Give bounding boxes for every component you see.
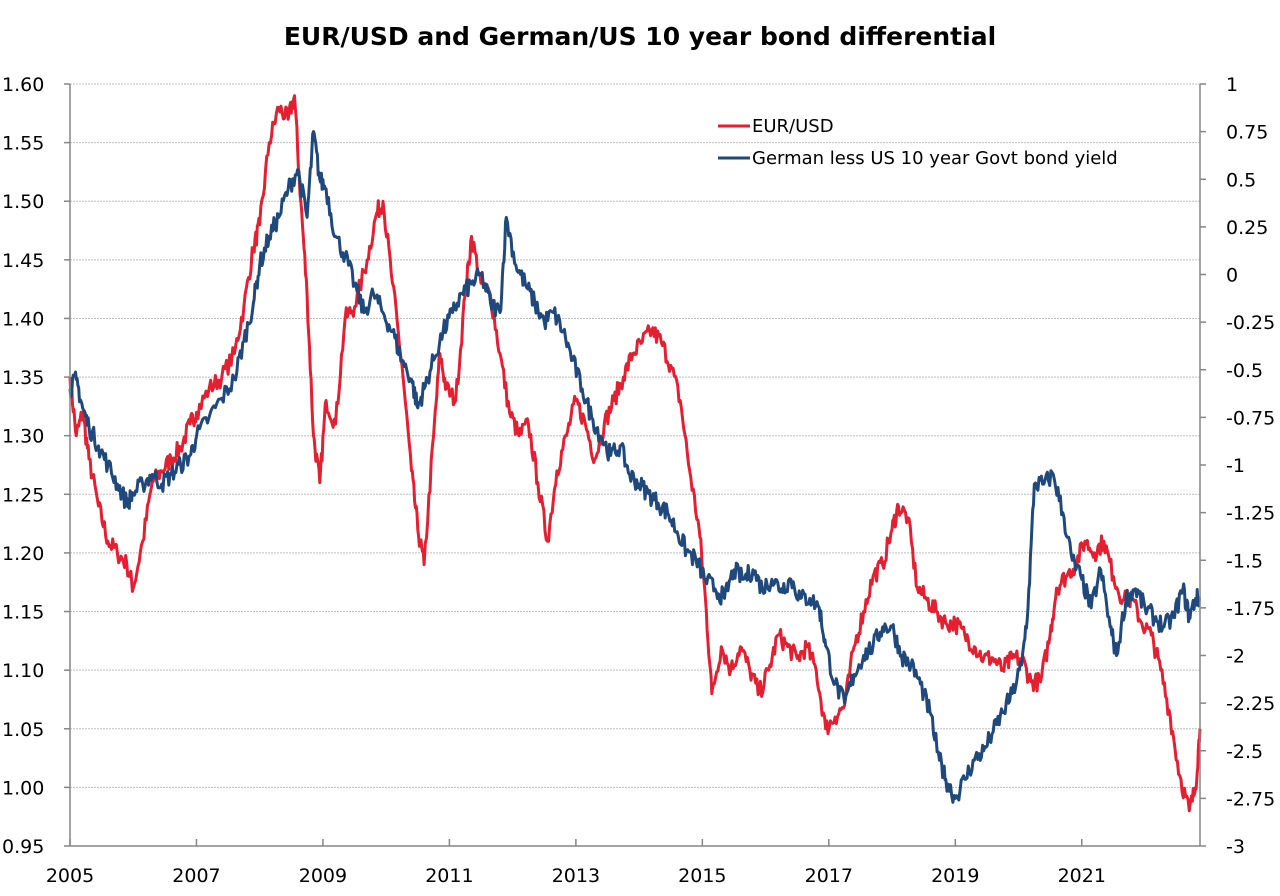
right-y-tick-label: -2.5	[1226, 741, 1263, 763]
left-y-tick-label: 1.35	[2, 367, 44, 389]
gridlines	[70, 83, 1200, 788]
right-y-tick-label: -1.75	[1226, 598, 1275, 620]
left-y-tick-label: 1.50	[2, 191, 44, 213]
x-tick-label: 2009	[299, 865, 347, 887]
right-y-tick-label: 0	[1226, 265, 1238, 287]
right-y-tick-label: 0.75	[1226, 122, 1268, 144]
left-y-tick-label: 1.05	[2, 719, 44, 741]
x-tick-label: 2007	[172, 865, 220, 887]
right-y-tick-label: -0.25	[1226, 312, 1275, 334]
right-y-tick-label: -2.75	[1226, 788, 1275, 810]
right-y-tick-label: -2.25	[1226, 693, 1275, 715]
left-y-tick-label: 1.40	[2, 308, 44, 330]
legend-label-eurusd: EUR/USD	[752, 116, 834, 137]
x-tick-label: 2005	[46, 865, 94, 887]
left-y-axis-ticks: 1.60 1.55 1.50 1.45 1.40 1.35 1.30 1.25 1.20 1.15…	[2, 74, 70, 858]
right-y-axis-ticks: 1 0.75 0.5 0.25 0 -0.25 -0.5 -0.75 -1 -1.25 -1.5 -1…	[1200, 74, 1275, 858]
x-tick-label: 2021	[1058, 865, 1106, 887]
x-tick-label: 2019	[931, 865, 979, 887]
x-tick-label: 2013	[552, 865, 600, 887]
right-y-tick-label: 1	[1226, 74, 1238, 96]
x-tick-label: 2011	[425, 865, 473, 887]
right-y-tick-label: -1.25	[1226, 503, 1275, 525]
left-y-tick-label: 1.15	[2, 602, 44, 624]
left-y-tick-label: 1.25	[2, 484, 44, 506]
left-y-tick-label: 1.45	[2, 250, 44, 272]
legend-label-bond-differential: German less US 10 year Govt bond yield	[752, 148, 1118, 169]
series-layer	[68, 94, 1202, 813]
x-tick-label: 2015	[678, 865, 726, 887]
left-y-tick-label: 1.55	[2, 133, 44, 155]
right-y-tick-label: -1	[1226, 455, 1245, 477]
left-y-tick-label: 1.10	[2, 660, 44, 682]
left-y-tick-label: 1.60	[2, 74, 44, 96]
right-y-tick-label: 0.5	[1226, 169, 1256, 191]
left-y-tick-label: 1.00	[2, 777, 44, 799]
left-y-tick-label: 1.20	[2, 543, 44, 565]
right-y-tick-label: -0.75	[1226, 407, 1275, 429]
right-y-tick-label: -1.5	[1226, 550, 1263, 572]
x-axis-ticks: 2005 2007 2009 2011 2013 2015 2017 2019 2021	[46, 839, 1106, 887]
series-line-eurusd	[68, 94, 1202, 813]
right-y-tick-label: -0.5	[1226, 360, 1263, 382]
right-y-tick-label: -3	[1226, 836, 1245, 858]
chart-title: EUR/USD and German/US 10 year bond diffe…	[284, 22, 996, 51]
left-y-tick-label: 0.95	[2, 836, 44, 858]
x-tick-label: 2017	[805, 865, 853, 887]
right-y-tick-label: -2	[1226, 646, 1245, 668]
series-line-bond-differential	[68, 130, 1201, 804]
right-y-tick-label: 0.25	[1226, 217, 1268, 239]
legend: EUR/USD German less US 10 year Govt bond…	[718, 116, 1118, 169]
left-y-tick-label: 1.30	[2, 426, 44, 448]
axes	[69, 84, 1201, 847]
